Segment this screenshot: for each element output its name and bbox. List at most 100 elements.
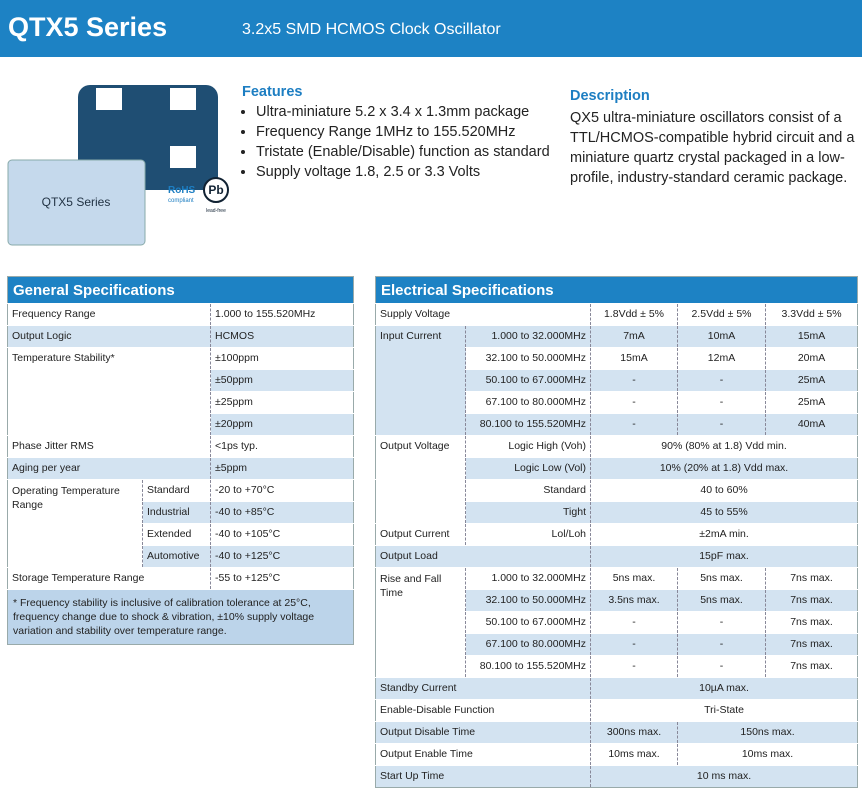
table-row: Temperature Stability* ±100ppm xyxy=(7,347,354,436)
table-cell: - xyxy=(590,611,678,634)
table-cell: Enable-Disable Function xyxy=(375,699,591,722)
table-cell: 5ns max. xyxy=(677,589,766,612)
header-bar xyxy=(0,0,862,57)
table-cell: Industrial xyxy=(142,501,211,524)
table-row: ±25ppm xyxy=(8,391,354,414)
table-cell: 15mA xyxy=(764,325,858,348)
table-row: Standard 40 to 60% xyxy=(375,479,858,524)
table-cell: 10ms max. xyxy=(676,743,858,766)
table-cell: 80.100 to 155.520MHz xyxy=(465,655,591,678)
table-cell: 67.100 to 80.000MHz xyxy=(465,633,591,656)
table-title: General Specifications xyxy=(7,276,354,304)
table-row: Output Logic HCMOS xyxy=(7,325,354,348)
table-row: Extended -40 to +105°C xyxy=(8,523,354,546)
table-cell: 32.100 to 50.000MHz xyxy=(465,589,591,612)
table-cell: Output Enable Time xyxy=(375,743,591,766)
table-row: ±50ppm xyxy=(8,369,354,392)
table-row: Automotive -40 to +125°C xyxy=(8,545,354,568)
table-cell: 3.5ns max. xyxy=(590,589,678,612)
table-row: 80.100 to 155.520MHz - -40mA xyxy=(376,413,858,436)
feature: Frequency Range 1MHz to 155.520MHz xyxy=(256,122,552,142)
table-cell: 7ns max. xyxy=(764,589,858,612)
table-cell: ±50ppm xyxy=(210,369,354,392)
rohs-sub: compliant xyxy=(168,198,194,204)
table-cell: Operating Temperature Range xyxy=(7,479,143,568)
table-cell: Standby Current xyxy=(375,677,591,700)
table-cell: 20mA xyxy=(764,347,858,370)
table-row: 32.100 to 50.000MHz 15mA 12mA 20mA xyxy=(376,347,858,370)
rohs: RoHS xyxy=(168,185,196,196)
table-cell: Temperature Stability* xyxy=(7,347,211,436)
table-row: General Specifications xyxy=(7,276,354,304)
feature: Ultra-miniature 5.2 x 3.4 x 1.3mm packag… xyxy=(256,102,552,122)
table-row: 32.100 to 50.000MHz 3.5ns max. 5ns max. 7ns… xyxy=(376,589,858,612)
table-cell: 50.100 to 67.000MHz xyxy=(465,369,591,392)
general-table: General Specifications Frequency Range 1.… xyxy=(7,276,354,645)
table-cell: 32.100 to 50.000MHz xyxy=(465,347,591,370)
table-cell: Output Current xyxy=(375,523,466,546)
table-cell: Tri-State xyxy=(589,699,858,722)
table-cell: 5ns max. xyxy=(590,567,678,590)
table-row: 80.100 to 155.520MHz - -7ns max. xyxy=(376,655,858,678)
table-cell: Logic Low (Vol) xyxy=(465,457,591,480)
table-row: Input Current 1.000 to 32.000MHz 7mA 10mA 15… xyxy=(375,325,858,436)
table-cell: 7ns max. xyxy=(764,567,858,590)
table-cell: -40 to +125°C xyxy=(210,545,354,568)
table-cell: 25mA xyxy=(764,369,858,392)
table-cell: 3.3Vdd ± 5% xyxy=(764,303,858,326)
table-cell: - xyxy=(590,369,678,392)
table-cell: ±100ppm xyxy=(210,347,354,370)
table-row: Supply Voltage 1.8Vdd ± 5% 2.5Vdd ± 5% 3.3V… xyxy=(375,303,858,326)
table-cell: 1.000 to 32.000MHz xyxy=(465,567,591,590)
description-title: Description xyxy=(570,88,650,104)
table-cell: Storage Temperature Range xyxy=(7,567,211,590)
table-cell: 1.000 to 155.520MHz xyxy=(210,303,354,326)
table-row: 50.100 to 67.000MHz - -25mA xyxy=(376,369,858,392)
table-cell: 15mA xyxy=(590,347,678,370)
feature: Supply voltage 1.8, 2.5 or 3.3 Volts xyxy=(256,162,552,182)
table-cell: 1.8Vdd ± 5% xyxy=(590,303,678,326)
table-cell: 10mA xyxy=(677,325,766,348)
table-cell: Output Load xyxy=(375,545,591,568)
features-title: Features xyxy=(242,84,303,100)
table-cell: 67.100 to 80.000MHz xyxy=(465,391,591,414)
table-cell: 5ns max. xyxy=(677,567,766,590)
table-cell: Output Logic xyxy=(7,325,211,348)
table-cell: 40 to 60% xyxy=(589,479,858,502)
feature: Tristate (Enable/Disable) function as st… xyxy=(256,142,552,162)
table-cell: Output Disable Time xyxy=(375,721,591,744)
table-cell: - xyxy=(677,611,766,634)
table-cell: 50.100 to 67.000MHz xyxy=(465,611,591,634)
features: Features Ultra-miniature 5.2 x 3.4 x 1.3… xyxy=(242,84,552,182)
table-cell: 7ns max. xyxy=(764,655,858,678)
table-row: Output Disable Time 300ns max. 150ns max. xyxy=(375,721,858,744)
table-cell: 300ns max. xyxy=(590,721,678,744)
table-cell: * Frequency stability is inclusive of ca… xyxy=(7,589,354,645)
table-row: Storage Temperature Range -55 to +125°C xyxy=(7,567,354,590)
table-cell: -55 to +125°C xyxy=(210,567,354,590)
table-cell: -40 to +105°C xyxy=(210,523,354,546)
blank-cell xyxy=(375,479,466,524)
table-cell: HCMOS xyxy=(210,325,354,348)
table-cell: 1.000 to 32.000MHz xyxy=(465,325,591,348)
table-cell: 2.5Vdd ± 5% xyxy=(677,303,766,326)
table-cell: - xyxy=(677,413,766,436)
table-cell: 150ns max. xyxy=(676,721,858,744)
table-cell: Automotive xyxy=(142,545,211,568)
table-cell: 7ns max. xyxy=(764,611,858,634)
table-cell: Aging per year xyxy=(7,457,211,480)
table-cell: 15pF max. xyxy=(589,545,858,568)
table-title: Electrical Specifications xyxy=(375,276,858,304)
table-row: 67.100 to 80.000MHz - -25mA xyxy=(376,391,858,414)
table-cell: Supply Voltage xyxy=(375,303,591,326)
table-row: Logic Low (Vol) 10% (20% at 1.8) Vdd max. xyxy=(376,457,858,480)
table-cell: 10ms max. xyxy=(590,743,678,766)
table-row: Tight 45 to 55% xyxy=(376,501,858,524)
table-row: Start Up Time 10 ms max. xyxy=(375,765,858,788)
table-cell: - xyxy=(677,655,766,678)
table-cell: Frequency Range xyxy=(7,303,211,326)
table-cell: - xyxy=(590,391,678,414)
table-cell: Rise and Fall Time xyxy=(375,567,466,678)
table-cell: - xyxy=(590,633,678,656)
table-cell: 40mA xyxy=(764,413,858,436)
